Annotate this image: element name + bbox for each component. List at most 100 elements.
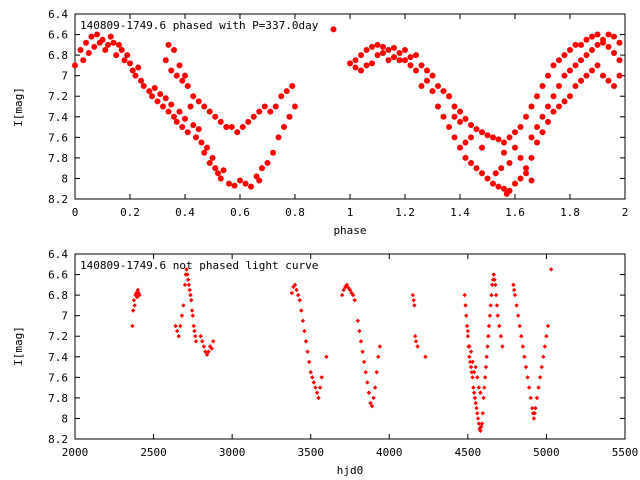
unphased-x-ticks: 2000 2500 3000 3500 4000 4500 5000 5500 bbox=[62, 254, 638, 459]
unphased-data-point bbox=[347, 287, 353, 293]
phased-data-point bbox=[501, 149, 507, 156]
unphased-data-point bbox=[174, 328, 180, 334]
phased-x-tick-label: 0 bbox=[72, 206, 79, 219]
unphased-data-point bbox=[319, 375, 324, 380]
unphased-data-point bbox=[523, 364, 529, 370]
unphased-data-point bbox=[311, 380, 317, 385]
unphased-data-point bbox=[189, 308, 195, 313]
unphased-data-point bbox=[489, 292, 494, 298]
phased-data-point bbox=[264, 160, 271, 167]
phased-data-point bbox=[363, 46, 370, 53]
unphased-data-point bbox=[512, 292, 518, 298]
phased-data-point bbox=[490, 180, 496, 187]
unphased-data-point bbox=[355, 318, 361, 324]
unphased-data-point bbox=[534, 395, 540, 401]
phased-y-tick-label: 8 bbox=[61, 172, 68, 185]
phased-data-point bbox=[107, 33, 114, 40]
phased-data-point bbox=[168, 101, 175, 108]
phased-data-point bbox=[179, 77, 186, 84]
phased-data-point bbox=[523, 165, 529, 172]
unphased-data-point bbox=[306, 359, 312, 365]
unphased-data-point bbox=[413, 339, 419, 344]
unphased-data-point bbox=[413, 334, 418, 339]
phased-data-point bbox=[184, 82, 191, 89]
phased-data-point bbox=[402, 46, 408, 53]
phased-data-point bbox=[506, 160, 513, 167]
phased-data-point bbox=[424, 77, 430, 84]
phased-data-point bbox=[451, 103, 458, 110]
phased-data-point bbox=[479, 144, 485, 151]
unphased-data-point bbox=[493, 292, 499, 298]
phased-data-point bbox=[272, 103, 279, 110]
unphased-data-point bbox=[292, 282, 298, 288]
unphased-data-point bbox=[130, 323, 135, 329]
unphased-data-point bbox=[374, 369, 379, 375]
phased-data-point bbox=[495, 183, 502, 190]
unphased-data-point bbox=[500, 344, 505, 349]
unphased-x-axis-label: hjd0 bbox=[337, 464, 364, 477]
phased-data-point bbox=[91, 43, 98, 50]
phased-data-point bbox=[473, 126, 480, 133]
phased-y-tick-label: 6.6 bbox=[48, 29, 68, 42]
unphased-data-point bbox=[176, 334, 181, 339]
phased-data-point bbox=[190, 122, 197, 128]
phased-data-point bbox=[462, 154, 469, 161]
phased-data-point bbox=[289, 82, 296, 89]
phased-data-point bbox=[492, 170, 499, 177]
phased-data-point bbox=[413, 52, 419, 59]
phased-data-point bbox=[162, 95, 169, 102]
unphased-data-point bbox=[313, 385, 318, 390]
unphased-data-point bbox=[193, 339, 199, 344]
phased-data-point bbox=[473, 165, 480, 172]
phased-data-point bbox=[550, 93, 557, 100]
phased-data-point bbox=[160, 103, 166, 110]
phased-data-point bbox=[102, 46, 109, 53]
unphased-data-point bbox=[377, 344, 383, 349]
phased-plot-frame bbox=[74, 13, 626, 200]
unphased-data-point bbox=[136, 290, 141, 296]
unphased-y-tick-label: 6.4 bbox=[48, 248, 68, 261]
phased-data-point bbox=[116, 41, 122, 48]
phased-data-point bbox=[407, 54, 414, 61]
phased-data-point bbox=[80, 57, 87, 64]
unphased-data-point bbox=[303, 339, 309, 344]
phased-data-point bbox=[209, 154, 216, 161]
phased-data-point bbox=[190, 93, 197, 100]
unphased-chart: 6.4 6.6 6.8 7 7.2 7.4 7.6 7.8 8 8.2 2000 2500 3000 3… bbox=[12, 248, 638, 477]
phased-data-point bbox=[110, 39, 117, 46]
phased-data-point bbox=[201, 103, 208, 110]
unphased-data-point bbox=[536, 385, 541, 390]
unphased-data-point bbox=[544, 334, 549, 339]
phased-data-point bbox=[556, 82, 562, 89]
phased-data-point bbox=[237, 177, 243, 184]
phased-data-point bbox=[435, 82, 441, 89]
phased-data-point bbox=[517, 124, 524, 131]
unphased-data-point bbox=[181, 303, 186, 308]
phased-chart: 6.4 6.6 6.8 7 7.2 7.4 7.6 7.8 8 8.2 0 0.2 0.4 0.6 0.8… bbox=[12, 8, 628, 237]
unphased-data-point bbox=[480, 411, 485, 416]
phased-data-point bbox=[261, 103, 268, 110]
phased-data-point bbox=[594, 31, 601, 38]
phased-data-point bbox=[94, 31, 100, 38]
phased-data-point bbox=[113, 52, 120, 59]
unphased-data-point bbox=[468, 364, 474, 370]
phased-data-point bbox=[83, 39, 89, 46]
phased-data-point bbox=[281, 124, 287, 131]
unphased-data-point bbox=[494, 303, 500, 308]
unphased-data-point bbox=[537, 375, 543, 380]
phased-data-point bbox=[278, 93, 285, 100]
phased-data-point bbox=[545, 118, 551, 125]
phased-data-point bbox=[149, 93, 155, 100]
phased-data-point bbox=[138, 77, 144, 84]
phased-x-tick-label: 1.6 bbox=[505, 206, 525, 219]
unphased-data-point bbox=[479, 421, 485, 426]
phased-y-ticks: 6.4 6.6 6.8 7 7.2 7.4 7.6 7.8 8 8.2 bbox=[48, 8, 625, 206]
unphased-data-point bbox=[189, 298, 194, 303]
unphased-x-tick-label: 4000 bbox=[376, 446, 403, 459]
phased-data-point bbox=[402, 57, 408, 64]
unphased-data-point bbox=[541, 354, 546, 359]
unphased-data-point bbox=[305, 349, 310, 354]
unphased-data-point bbox=[481, 395, 486, 401]
phased-data-point bbox=[292, 103, 298, 110]
unphased-data-point bbox=[173, 323, 178, 329]
